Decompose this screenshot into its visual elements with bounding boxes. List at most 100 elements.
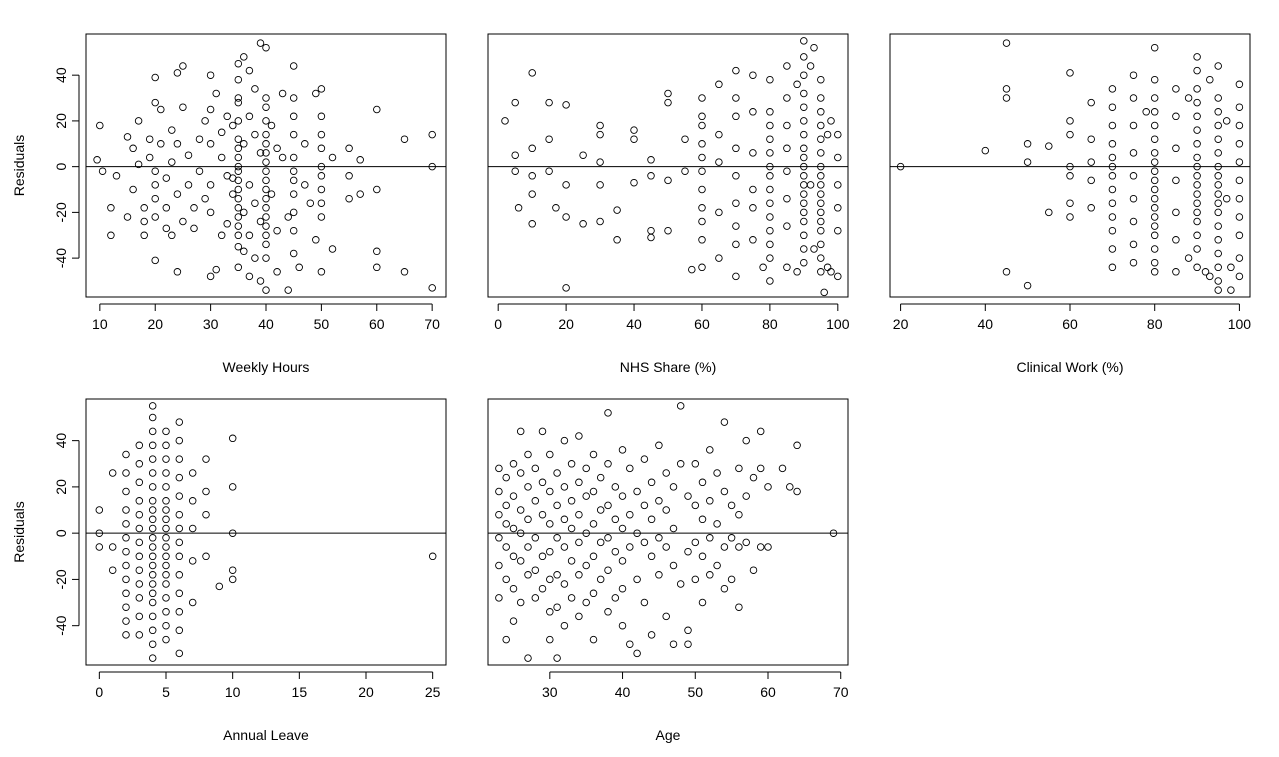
data-point [1235, 254, 1244, 262]
data-point [262, 43, 270, 52]
data-point [1150, 121, 1159, 130]
data-point [698, 598, 707, 607]
data-point [112, 172, 121, 180]
data-point [400, 268, 409, 276]
data-point [1184, 94, 1193, 102]
data-point [502, 520, 510, 528]
data-point [662, 506, 670, 514]
data-point [262, 149, 270, 157]
data-point [1184, 254, 1193, 262]
data-point [428, 284, 436, 292]
data-point [611, 547, 620, 556]
data-point [817, 208, 825, 217]
scatter-panel-2: 0 20 40 60 80 100 NHS Share (%) [487, 33, 850, 375]
data-point [706, 571, 714, 579]
data-point [502, 543, 510, 551]
data-point [1214, 236, 1222, 244]
data-point [531, 497, 540, 505]
data-point [1150, 75, 1159, 84]
data-point [817, 217, 825, 226]
data-point [1150, 245, 1159, 253]
data-point [122, 631, 130, 639]
data-point [1150, 268, 1159, 276]
data-point [662, 543, 670, 551]
data-point [596, 121, 604, 130]
data-point [175, 492, 184, 500]
data-points [95, 402, 437, 662]
data-point [1227, 286, 1235, 294]
data-point [245, 181, 254, 189]
data-point [373, 185, 381, 194]
data-point [1206, 272, 1214, 281]
data-point [195, 167, 204, 175]
data-point [212, 89, 220, 98]
data-point [122, 487, 130, 496]
data-point [1150, 135, 1159, 143]
data-point [273, 144, 281, 153]
data-point [173, 268, 182, 276]
y-tick-label: -20 [53, 202, 69, 222]
data-point [135, 566, 144, 574]
x-axis-label: Clinical Work (%) [1016, 359, 1123, 375]
x-axis: 20 40 60 80 100 [893, 303, 1251, 332]
data-point [528, 220, 536, 228]
data-point [123, 213, 132, 221]
data-point [766, 226, 774, 235]
data-point [234, 204, 243, 212]
data-point [1150, 213, 1159, 221]
data-point [800, 172, 808, 180]
data-point [567, 524, 576, 533]
data-point [162, 621, 170, 630]
data-point [1193, 172, 1201, 180]
data-point [1066, 162, 1074, 171]
data-point [256, 277, 265, 285]
data-point [245, 231, 254, 240]
data-point [162, 469, 170, 477]
data-point [749, 185, 757, 194]
data-point [732, 222, 740, 230]
data-point [228, 566, 237, 574]
data-point [582, 492, 590, 500]
data-point [647, 172, 655, 180]
data-point [262, 103, 270, 111]
data-point [509, 584, 518, 593]
data-point [1066, 213, 1074, 221]
plot-frame [85, 398, 447, 666]
data-point [1002, 85, 1011, 93]
data-point [122, 575, 130, 584]
data-point [135, 510, 144, 519]
data-point [162, 534, 170, 542]
data-point [1108, 263, 1117, 272]
data-point [135, 552, 144, 561]
data-point [262, 213, 270, 221]
data-point [1193, 181, 1201, 189]
data-point [148, 441, 157, 450]
data-point [1108, 153, 1117, 162]
data-point [108, 566, 117, 574]
data-point [148, 640, 157, 648]
data-point [516, 557, 525, 565]
data-point [1150, 185, 1159, 194]
data-point [328, 245, 337, 253]
data-point [289, 249, 298, 258]
data-point [1129, 240, 1138, 249]
data-point [1023, 140, 1032, 148]
data-point [793, 441, 801, 450]
data-point [793, 268, 801, 276]
data-point [1214, 135, 1222, 143]
data-point [148, 497, 157, 505]
x-tick-label: 0 [95, 684, 103, 700]
data-point [148, 612, 157, 621]
data-point [800, 37, 808, 45]
data-point [528, 69, 536, 77]
data-point [800, 53, 808, 61]
data-point [495, 561, 503, 570]
data-point [596, 473, 605, 482]
data-point [742, 492, 750, 500]
data-point [553, 654, 561, 662]
x-tick-label: 10 [225, 684, 241, 700]
data-point [1129, 94, 1138, 102]
data-point [524, 654, 532, 662]
data-point [764, 483, 772, 491]
data-point [1193, 263, 1201, 272]
